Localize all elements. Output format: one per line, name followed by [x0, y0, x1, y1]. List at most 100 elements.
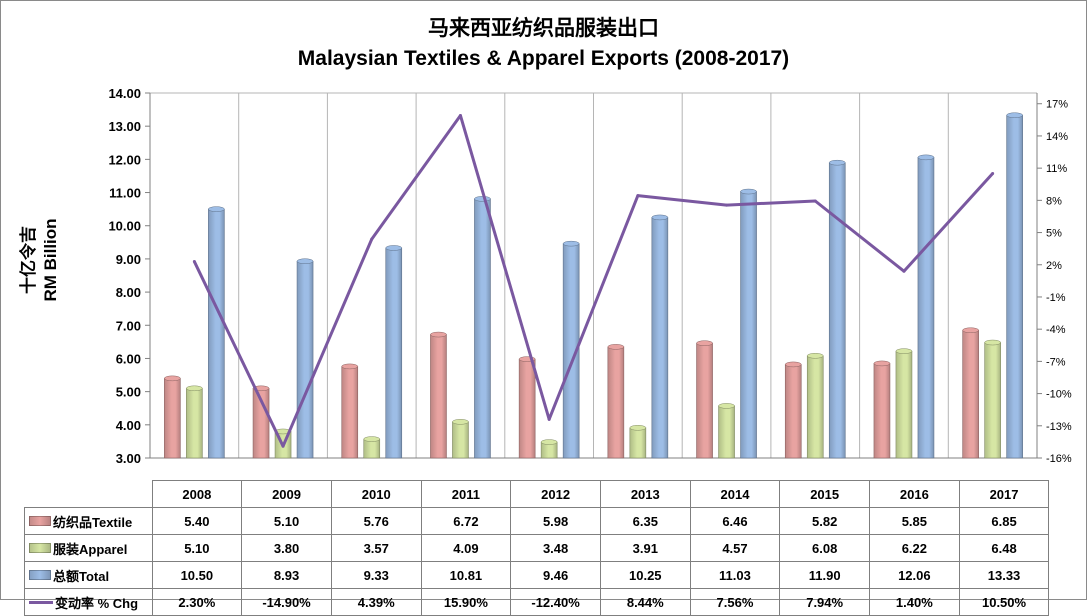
data-label-apparel: 6.22 [869, 534, 960, 562]
data-label-total: 11.90 [779, 561, 870, 589]
legend-key-total [29, 570, 51, 580]
data-label-apparel: 6.48 [958, 534, 1050, 562]
bar-cap-apparel-2010 [363, 436, 380, 442]
bar-cap-apparel-2017 [984, 339, 1001, 346]
y-axis-tick-label: 8.00 [116, 285, 141, 300]
bar-cap-textile-2017 [962, 327, 979, 333]
data-label-textile: 5.82 [779, 507, 870, 535]
y-axis-tick-label: 3.00 [116, 451, 141, 466]
x-axis-category-label: 2011 [420, 480, 512, 508]
y-axis-tick-label: 5.00 [116, 385, 141, 400]
data-label-total: 10.25 [599, 561, 691, 589]
bar-cap-total-2013 [651, 214, 669, 221]
data-label-textile: 6.85 [958, 507, 1050, 535]
data-label-apparel: 3.57 [330, 534, 422, 562]
y-axis-tick-label: 14.00 [108, 86, 141, 101]
x-axis-category-label: 2010 [330, 480, 422, 508]
y2-axis-tick-label: 8% [1046, 195, 1062, 207]
bar-total-2015 [828, 162, 846, 459]
y-axis-tick-label: 12.00 [108, 152, 141, 167]
y2-axis-tick-label: 2% [1046, 260, 1062, 272]
bar-cap-textile-2010 [341, 363, 358, 370]
line-chg-point-2012 [547, 417, 551, 421]
data-label-chg: -12.40% [510, 588, 601, 616]
data-label-textile: 5.76 [330, 507, 422, 535]
data-table-row-chg: 变动率 % Chg 2.30% -14.90% 4.39% 15.90% -12.40% 8… [24, 588, 1050, 616]
bar-cap-apparel-2013 [629, 425, 647, 431]
data-table-corner [25, 481, 153, 508]
line-chg-point-2008 [192, 260, 196, 264]
data-label-chg: -14.90% [241, 588, 332, 616]
bar-apparel-2014 [718, 405, 735, 459]
bar-apparel-2016 [895, 350, 913, 459]
bar-apparel-2010 [363, 438, 381, 459]
line-chg-point-2013 [636, 194, 640, 198]
bar-textile-2012 [518, 358, 536, 459]
line-chg-point-2011 [458, 114, 462, 118]
bar-cap-total-2012 [562, 240, 580, 247]
x-axis-category-label: 2015 [779, 480, 870, 508]
bar-cap-total-2009 [296, 258, 314, 264]
bar-textile-2008 [164, 378, 181, 459]
legend-entry-textile: 纺织品Textile [24, 507, 153, 535]
bar-cap-apparel-2012 [540, 439, 558, 445]
data-label-total: 13.33 [958, 561, 1050, 589]
legend-label-chg: 变动率 % Chg [55, 595, 139, 611]
data-label-textile: 5.98 [510, 507, 601, 535]
bar-total-2009 [296, 260, 314, 459]
bar-apparel-2013 [629, 427, 647, 459]
data-label-textile: 5.10 [241, 507, 332, 535]
chart-plot: 3.00 4.00 5.00 6.00 7.00 8.00 9.00 10.00 11.00 12… [108, 86, 1072, 466]
y2-axis-tick-label: -7% [1046, 356, 1066, 368]
x-axis-category-label: 2008 [151, 480, 243, 508]
legend-label-apparel: 服装Apparel [53, 541, 128, 557]
data-label-apparel: 5.10 [151, 534, 243, 562]
data-label-apparel: 4.09 [420, 534, 512, 562]
x-axis-category-label: 2014 [689, 480, 781, 508]
data-table-row-textile: 纺织品Textile 5.40 5.10 5.76 6.72 5.98 6.35 6.46 5.… [24, 507, 1050, 535]
y-axis-tick-label: 10.00 [108, 219, 141, 234]
bar-apparel-2008 [186, 388, 203, 459]
bar-textile-2015 [784, 364, 802, 459]
data-label-apparel: 6.08 [779, 534, 870, 562]
chart-title-english: Malaysian Textiles & Apparel Exports (20… [297, 47, 790, 70]
data-label-total: 11.03 [689, 561, 781, 589]
line-chg-series [192, 114, 994, 448]
x-axis-category-label: 2017 [958, 480, 1050, 508]
bar-textile-2013 [607, 346, 625, 459]
data-label-chg: 2.30% [151, 588, 243, 616]
data-label-chg: 1.40% [869, 588, 960, 616]
y-axis-tick-label: 11.00 [109, 186, 141, 201]
bar-cap-apparel-2014 [718, 403, 735, 409]
y2-axis-tick-label: -16% [1046, 453, 1072, 465]
data-label-apparel: 3.48 [510, 534, 601, 562]
chart-title-chinese: 马来西亚纺织品服装出口 [428, 15, 659, 40]
y2-axis-tick-label: 14% [1046, 131, 1068, 143]
bar-cap-textile-2016 [873, 360, 891, 367]
bar-cap-textile-2013 [607, 344, 625, 350]
y2-axis-tick-label: -4% [1046, 324, 1066, 336]
y2-axis-tick-label: -1% [1046, 292, 1066, 304]
bar-cap-textile-2008 [164, 375, 181, 382]
x-axis-category-label: 2009 [241, 480, 332, 508]
data-label-total: 9.46 [510, 561, 601, 589]
bar-total-2008 [208, 208, 225, 459]
bar-apparel-2015 [806, 355, 824, 459]
x-axis-category-label: 2016 [869, 480, 960, 508]
bar-textile-2017 [962, 329, 979, 459]
bar-cap-total-2008 [208, 206, 225, 212]
bar-cap-apparel-2016 [895, 348, 913, 354]
data-label-chg: 7.56% [689, 588, 781, 616]
bar-apparel-2017 [984, 342, 1001, 459]
data-label-textile: 6.46 [689, 507, 781, 535]
y-axis-tick-label: 13.00 [108, 119, 141, 134]
line-chg-point-2016 [902, 269, 906, 273]
bar-total-2013 [651, 217, 669, 459]
bar-cap-total-2011 [474, 196, 491, 202]
y2-axis-tick-label: 17% [1046, 99, 1068, 111]
legend-key-chg [29, 600, 53, 604]
bar-cap-total-2015 [829, 159, 846, 166]
y2-axis-tick-label: 5% [1046, 228, 1062, 240]
bar-textile-2011 [430, 334, 447, 459]
bar-cap-total-2014 [740, 188, 757, 195]
